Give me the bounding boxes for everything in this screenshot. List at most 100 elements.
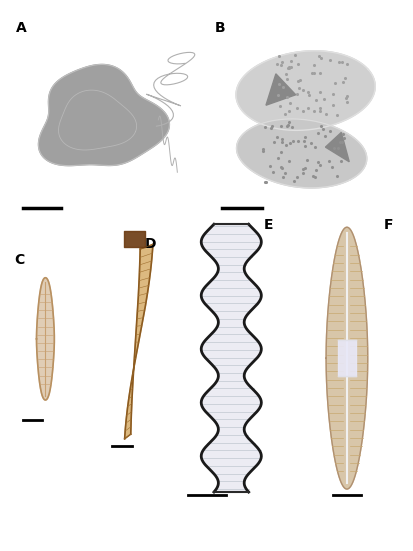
Point (309, 172, 316, 181)
Point (337, 138, 343, 147)
Point (286, 62, 293, 71)
Point (278, 147, 284, 156)
Point (338, 57, 345, 66)
Polygon shape (326, 227, 368, 489)
Text: E: E (263, 218, 273, 233)
Point (282, 109, 288, 118)
Point (295, 60, 301, 68)
Point (287, 138, 293, 147)
Point (313, 96, 319, 105)
Point (321, 95, 328, 104)
Point (332, 78, 339, 87)
Point (344, 98, 350, 107)
Point (311, 106, 318, 115)
Point (317, 106, 323, 115)
Point (300, 85, 307, 94)
Point (287, 99, 294, 107)
Point (279, 135, 285, 144)
Point (337, 157, 344, 166)
Point (316, 161, 323, 170)
Point (342, 93, 349, 102)
Point (330, 143, 337, 152)
Polygon shape (236, 51, 375, 131)
Point (335, 144, 341, 153)
Point (271, 137, 278, 146)
Point (295, 84, 302, 93)
Point (282, 168, 289, 177)
Point (263, 178, 270, 187)
Point (292, 51, 298, 60)
Point (322, 131, 329, 140)
Point (280, 173, 286, 182)
Point (259, 145, 266, 154)
Point (308, 139, 315, 148)
Point (274, 154, 281, 163)
Point (326, 157, 332, 166)
Point (283, 69, 290, 78)
Point (286, 156, 292, 165)
Point (334, 111, 340, 120)
Point (301, 142, 308, 151)
Text: A: A (16, 21, 26, 35)
Point (277, 122, 284, 131)
Polygon shape (201, 224, 261, 492)
Point (319, 125, 326, 134)
Point (330, 100, 336, 109)
Point (277, 102, 283, 111)
Point (339, 129, 346, 138)
Point (306, 90, 313, 99)
Point (342, 74, 349, 83)
Point (290, 137, 296, 146)
Point (288, 57, 295, 66)
Point (291, 177, 297, 186)
Point (284, 122, 290, 131)
Point (316, 69, 323, 78)
Point (285, 63, 292, 72)
Point (326, 56, 333, 64)
Point (268, 123, 275, 132)
Point (275, 90, 282, 99)
Point (284, 93, 291, 101)
Point (260, 147, 267, 155)
Polygon shape (36, 278, 55, 400)
Point (270, 167, 277, 176)
Point (282, 140, 289, 149)
Point (328, 163, 335, 172)
Point (311, 172, 318, 181)
Point (262, 178, 268, 187)
Point (286, 106, 293, 115)
Polygon shape (38, 64, 169, 166)
Point (287, 62, 294, 71)
Text: D: D (145, 237, 156, 251)
Point (289, 122, 296, 131)
Point (311, 143, 318, 152)
Point (279, 164, 285, 172)
Point (318, 53, 324, 62)
Point (301, 137, 307, 145)
Point (330, 89, 337, 98)
Point (301, 163, 308, 172)
Point (294, 137, 301, 145)
Point (312, 166, 319, 175)
Point (303, 155, 310, 164)
Point (278, 60, 284, 69)
Point (295, 76, 301, 85)
Point (294, 89, 301, 98)
Point (286, 64, 292, 73)
Point (294, 104, 301, 112)
Text: F: F (384, 218, 394, 233)
Point (300, 168, 307, 177)
Point (343, 60, 350, 68)
Point (310, 68, 317, 77)
Point (285, 117, 292, 126)
Point (333, 171, 340, 180)
Point (278, 138, 285, 147)
Point (284, 75, 291, 84)
Point (276, 80, 282, 89)
Point (311, 61, 317, 69)
Point (273, 133, 280, 142)
Point (323, 110, 330, 118)
Polygon shape (266, 74, 296, 105)
Point (339, 138, 345, 147)
Point (285, 120, 292, 129)
